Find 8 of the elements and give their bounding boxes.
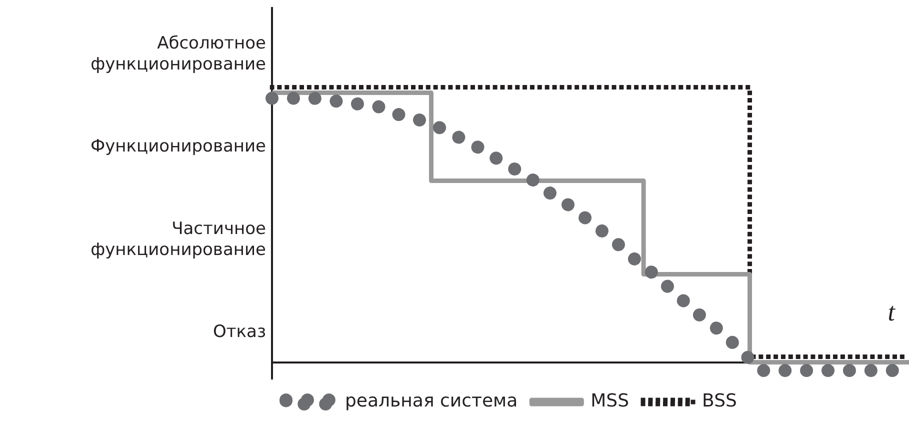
- legend-label: MSS: [590, 390, 630, 412]
- x-axis-title: t: [888, 298, 896, 327]
- legend-label: реальная система: [345, 390, 518, 412]
- text: Абсолютное функционирование: [90, 33, 266, 74]
- legend-label: BSS: [702, 390, 737, 412]
- text: Частичное функционирование: [90, 218, 266, 260]
- text: Отказ: [212, 322, 266, 342]
- text: Функционирование: [90, 136, 266, 157]
